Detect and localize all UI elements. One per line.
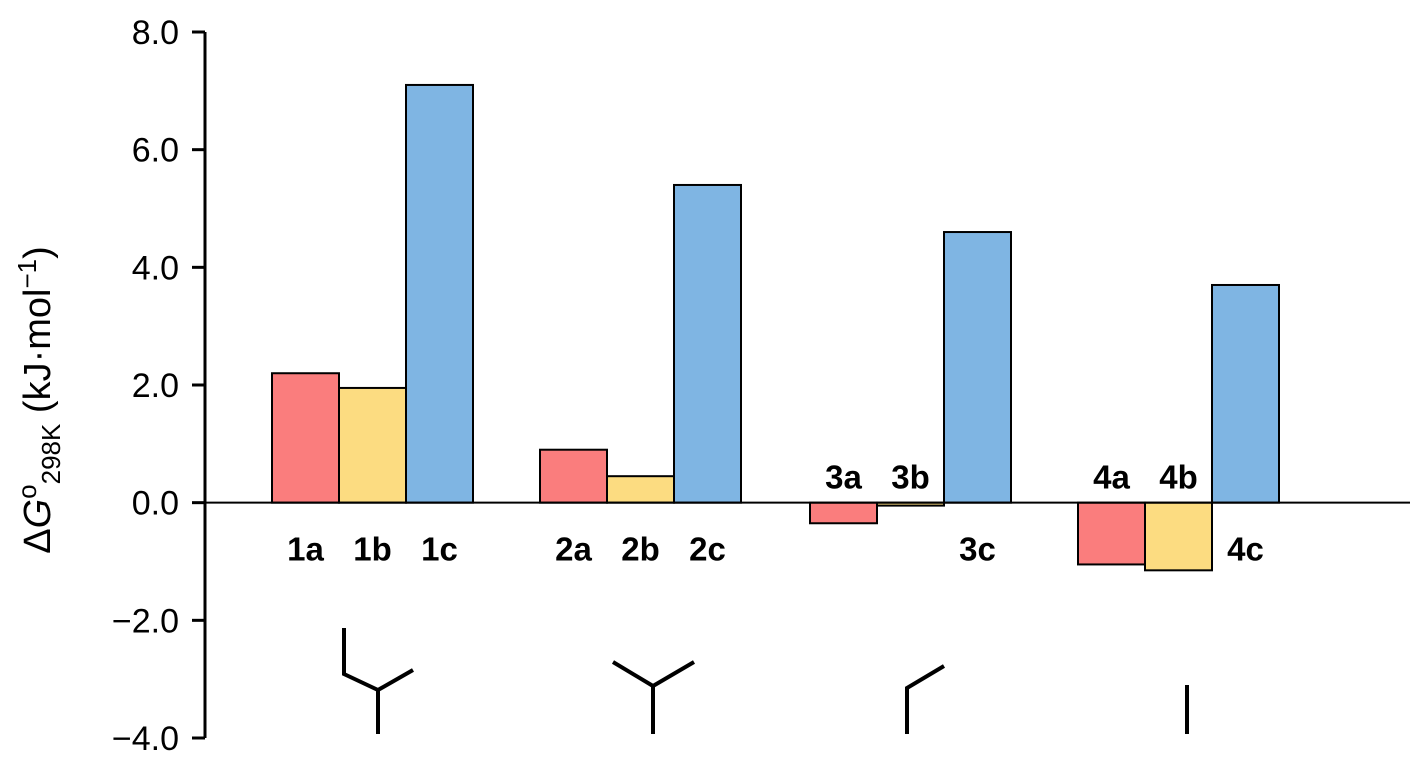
branched-y-with-bend-icon — [342, 628, 414, 734]
bar-1a — [271, 372, 340, 504]
bar-label-2c: 2c — [689, 531, 726, 568]
bar-label-4c: 4c — [1227, 531, 1264, 568]
bar-4a — [1077, 501, 1146, 566]
bar-4c — [1211, 283, 1280, 504]
bar-label-3b: 3b — [891, 459, 930, 496]
bar-label-1b: 1b — [353, 531, 392, 568]
bar-label-3c: 3c — [959, 531, 996, 568]
bar-2c — [673, 183, 742, 504]
bar-labels: 1a 1b 1c 2a 2b 2c 3a 3b 3c 4a 4b 4c — [287, 459, 1264, 568]
y-tick-label: 8.0 — [132, 14, 179, 52]
y-tick-label: 0.0 — [132, 485, 179, 523]
y-tick-label: 4.0 — [132, 249, 179, 287]
y-axis-title: ΔGo298K (kJ·mol−1) — [12, 246, 66, 554]
y-tick-label: 6.0 — [132, 132, 179, 170]
bent-line-icon — [905, 664, 946, 734]
bars — [271, 83, 1280, 572]
structure-icons — [342, 628, 1189, 734]
bar-label-1a: 1a — [287, 531, 324, 568]
bar-1b — [338, 386, 407, 504]
bar-2a — [539, 448, 608, 504]
bar-label-4a: 4a — [1093, 459, 1130, 496]
y-axis: 8.0 6.0 4.0 2.0 0.0 −2.0 −4.0 — [112, 14, 207, 758]
bar-2b — [606, 475, 675, 504]
bar-3a — [809, 501, 878, 525]
bar-label-3a: 3a — [825, 459, 862, 496]
bar-label-2a: 2a — [555, 531, 592, 568]
bar-1c — [405, 83, 474, 504]
bar-label-4b: 4b — [1159, 459, 1198, 496]
bar-3c — [943, 231, 1012, 504]
y-tick-label: 2.0 — [132, 367, 179, 405]
y-axis-label: ΔGo298K (kJ·mol−1) — [12, 246, 66, 554]
y-tick-label: −4.0 — [112, 720, 179, 758]
bar-4b — [1144, 501, 1213, 572]
y-tick-label: −2.0 — [112, 602, 179, 640]
y-branch-icon — [611, 660, 696, 734]
bar-label-1c: 1c — [421, 531, 458, 568]
bar-label-2b: 2b — [621, 531, 660, 568]
